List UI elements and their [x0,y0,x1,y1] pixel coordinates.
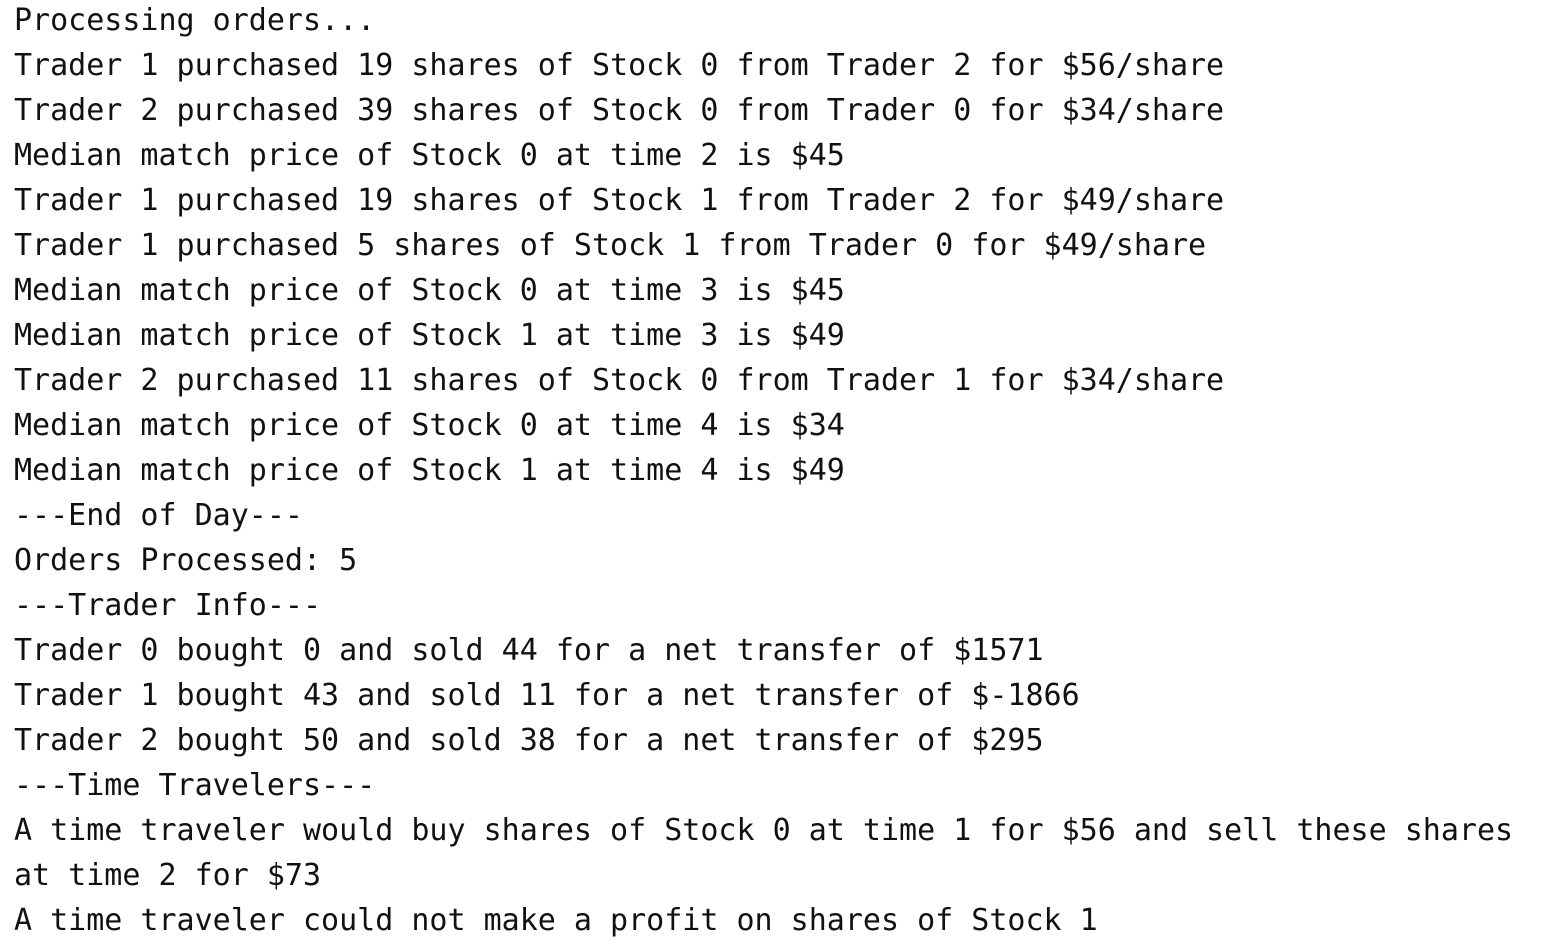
output-line: A time traveler could not make a profit … [14,903,1098,938]
output-line: Median match price of Stock 0 at time 2 … [14,138,845,173]
output-line: Trader 2 purchased 39 shares of Stock 0 … [14,93,1225,128]
output-line: Orders Processed: 5 [14,543,358,578]
output-line: Trader 2 purchased 11 shares of Stock 0 … [14,363,1225,398]
output-line: Median match price of Stock 1 at time 3 … [14,318,845,353]
output-line: Trader 2 bought 50 and sold 38 for a net… [14,723,1044,758]
output-line: Trader 0 bought 0 and sold 44 for a net … [14,633,1044,668]
output-line: ---End of Day--- [14,498,303,533]
output-line: ---Trader Info--- [14,588,322,623]
output-line: Trader 1 purchased 19 shares of Stock 0 … [14,48,1225,83]
console-output: Processing orders... Trader 1 purchased 1… [14,0,1539,943]
output-line: Processing orders... [14,3,376,38]
output-line: Median match price of Stock 0 at time 3 … [14,273,845,308]
output-line: ---Time Travelers--- [14,768,376,803]
output-line: A time traveler would buy shares of Stoc… [14,813,1532,893]
output-line: Trader 1 purchased 5 shares of Stock 1 f… [14,228,1207,263]
output-line: Trader 1 bought 43 and sold 11 for a net… [14,678,1080,713]
output-line: Median match price of Stock 1 at time 4 … [14,453,845,488]
output-line: Trader 1 purchased 19 shares of Stock 1 … [14,183,1225,218]
output-line: Median match price of Stock 0 at time 4 … [14,408,845,443]
